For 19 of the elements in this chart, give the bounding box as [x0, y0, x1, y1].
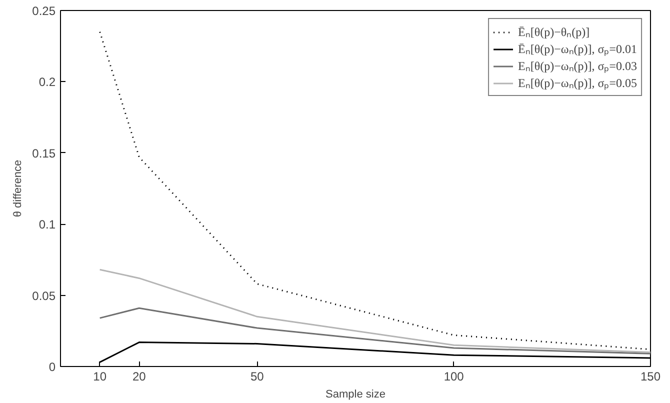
y-tick-label: 0: [48, 360, 56, 374]
y-tick-label: 0.15: [32, 146, 56, 160]
x-axis-title: Sample size: [326, 388, 386, 400]
y-tick-label: 0.2: [38, 75, 56, 90]
legend-label: Eₙ[θ(p)−ωₙ(p)], σₚ=0.05: [518, 75, 637, 91]
x-tick-label: 150: [640, 370, 661, 384]
y-tick-label: 0.25: [32, 4, 56, 18]
y-tick-label: 0.1: [38, 218, 56, 232]
line-series: [99, 307, 650, 354]
legend-label: Ēₙ[θ(p)−ωₙ(p)], σₚ=0.01: [518, 41, 637, 57]
y-tick-label: 0.05: [32, 288, 56, 303]
x-tick-label: 50: [250, 370, 264, 384]
legend-label: Ēₙ[θ(p)−θₙ(p)]: [518, 24, 590, 40]
y-axis-title: θ difference: [12, 160, 24, 218]
line-series: [99, 268, 650, 354]
x-tick-label: 100: [444, 370, 464, 384]
x-tick-label: 10: [93, 370, 107, 384]
legend-label: Eₙ[θ(p)−ωₙ(p)], σₚ=0.03: [518, 58, 637, 74]
x-tick-label: 20: [132, 370, 146, 384]
